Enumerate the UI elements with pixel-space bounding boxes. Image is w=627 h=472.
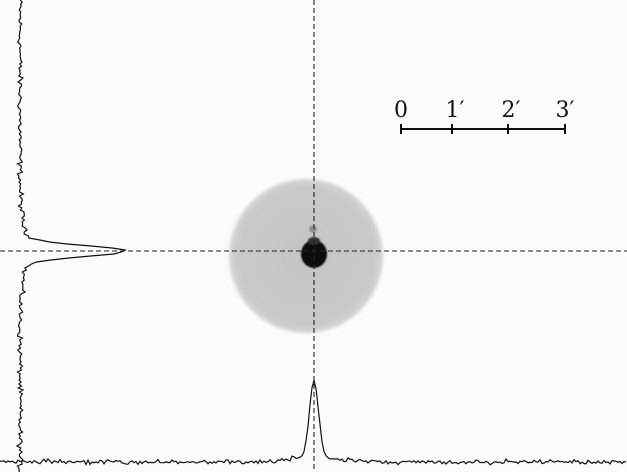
bright-core [301,240,327,268]
horizontal-intensity-profile [0,378,627,466]
scale-label-2-arcmin: 2′ [502,98,521,123]
angular-scale-bar: 0 1′ 2′ 3′ [394,98,575,134]
scale-label-1-arcmin: 1′ [446,98,465,123]
vertical-intensity-profile [15,0,127,472]
secondary-knot [309,225,317,233]
scale-label-3-arcmin: 3′ [556,98,575,123]
scale-label-0: 0 [394,98,408,123]
